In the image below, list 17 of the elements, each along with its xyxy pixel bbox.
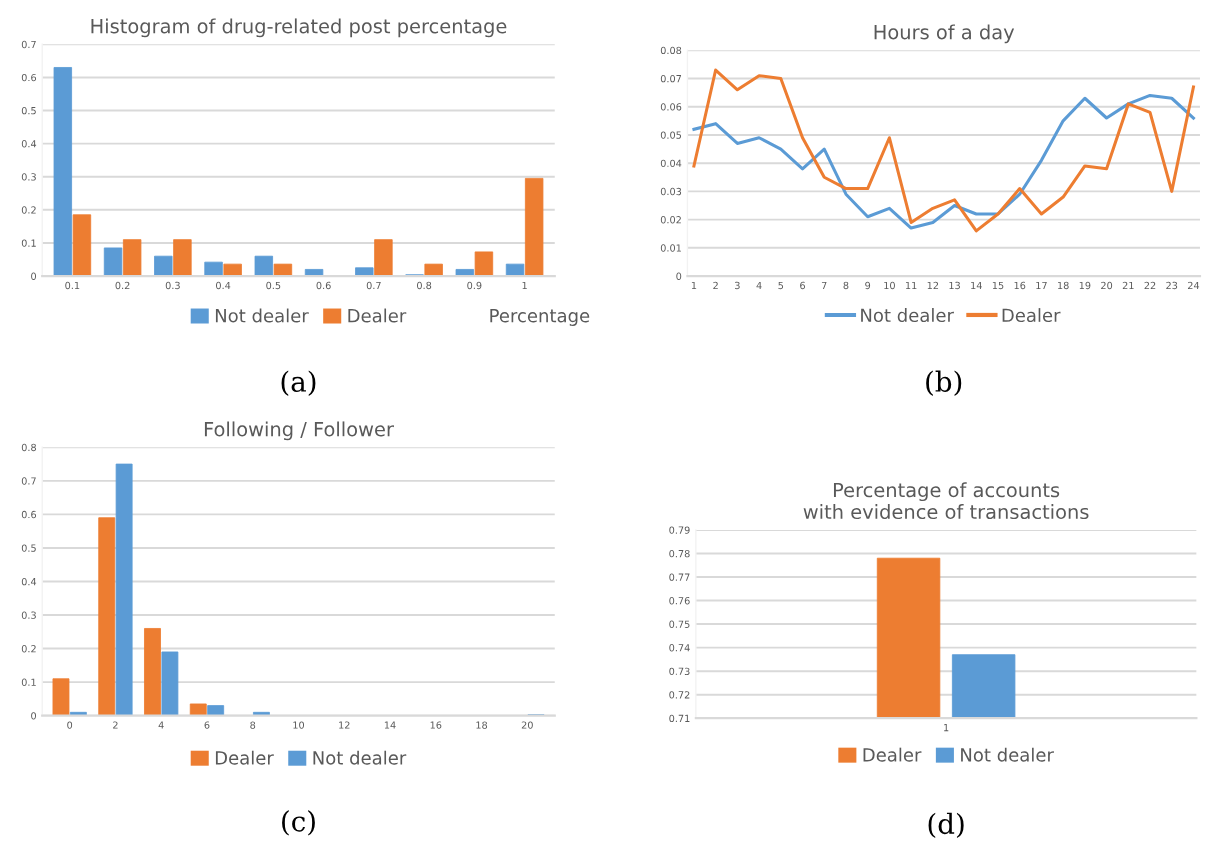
legend-label: Dealer bbox=[1002, 308, 1061, 323]
chart-title: Percentage of accounts with evidence of transactions bbox=[803, 482, 1089, 520]
text: (d) bbox=[928, 812, 964, 839]
legend-label: Not dealer bbox=[861, 308, 954, 323]
legend-label: Dealer bbox=[348, 308, 407, 323]
chart-title: Hours of a day bbox=[874, 24, 1015, 44]
x-axis-title: Percentage bbox=[490, 309, 590, 326]
legend-label: Not dealer bbox=[313, 750, 407, 765]
legend-label: Dealer bbox=[863, 747, 922, 762]
text: (a) bbox=[281, 370, 316, 396]
text: (b) bbox=[926, 370, 962, 396]
legend-label: Dealer bbox=[215, 750, 274, 765]
legend-label: Not dealer bbox=[215, 308, 309, 323]
legend-label: Not dealer bbox=[961, 747, 1054, 762]
chart-title: Following / Follower bbox=[204, 421, 394, 441]
chart-title: Histogram of drug-related post percentage bbox=[91, 18, 507, 38]
text: (c) bbox=[282, 810, 315, 836]
